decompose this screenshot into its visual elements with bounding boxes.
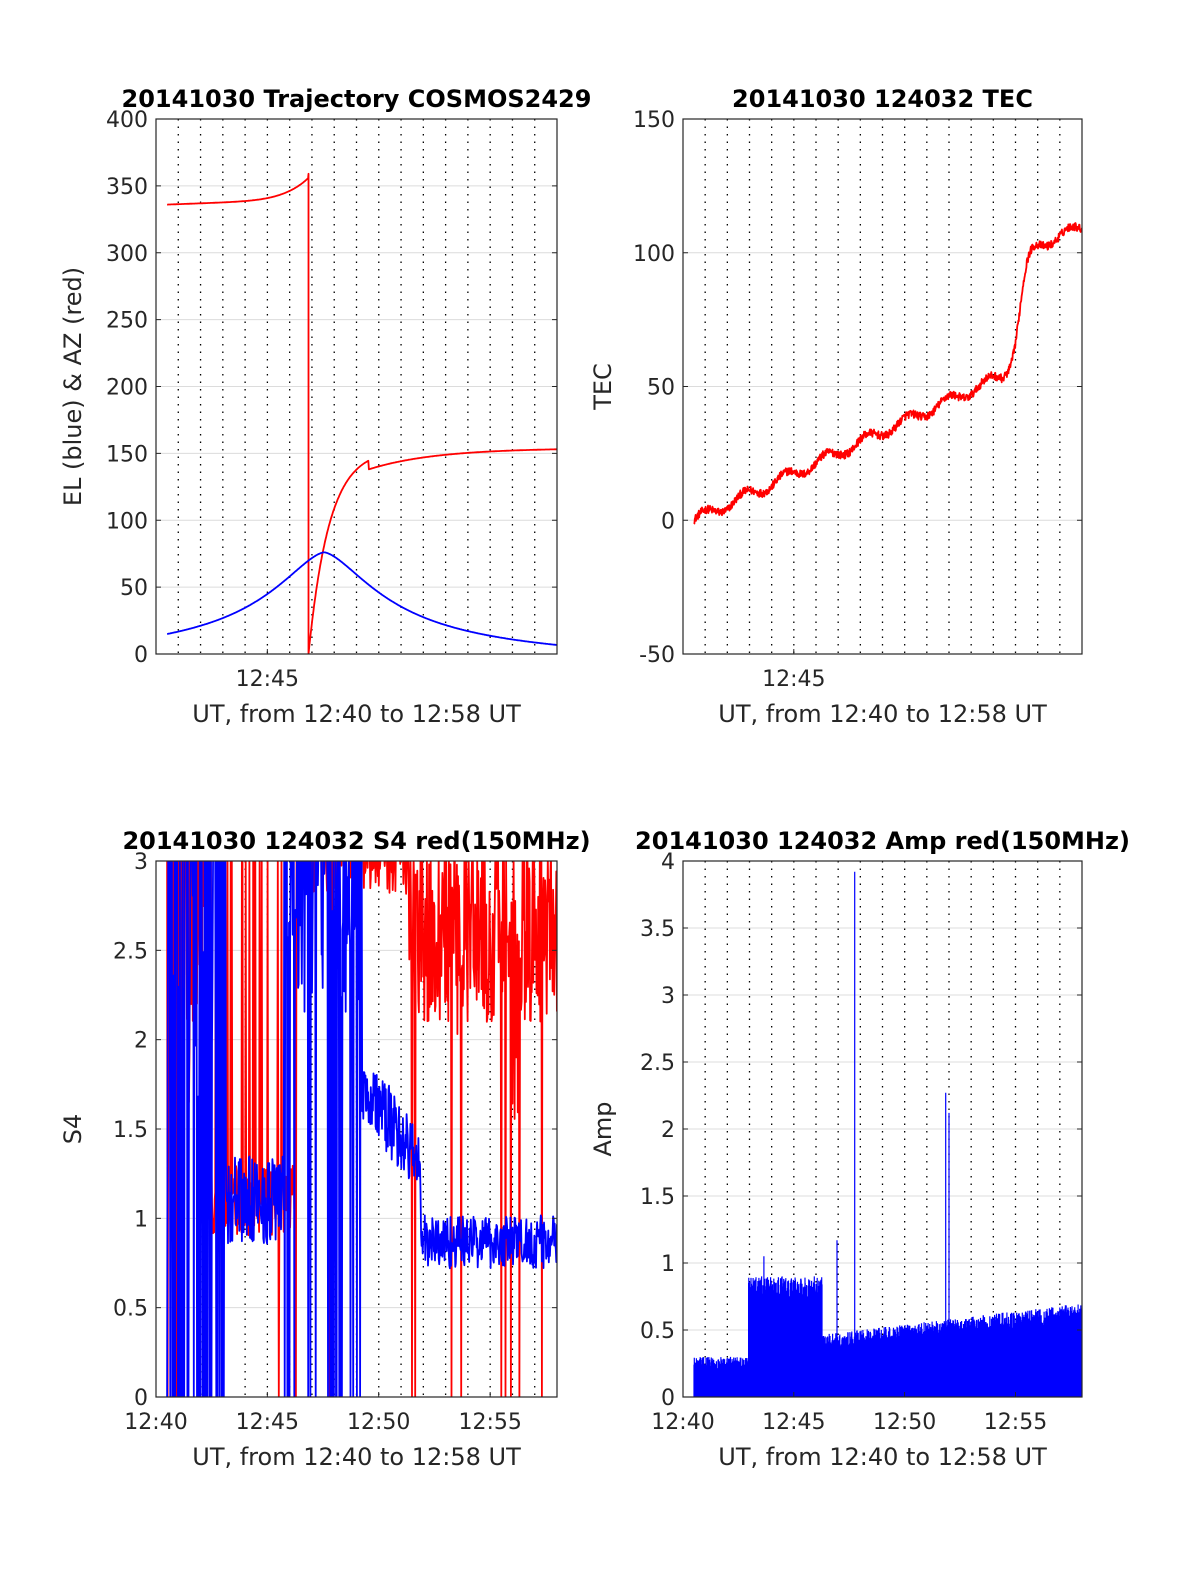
y-tick-label: 1 bbox=[134, 1207, 148, 1232]
x-tick-label: 12:40 bbox=[124, 1410, 187, 1435]
series-s4red bbox=[166, 861, 557, 1397]
chart-title: 20141030 124032 S4 red(150MHz) bbox=[122, 827, 590, 855]
y-tick-label: 4 bbox=[661, 850, 675, 875]
series-group bbox=[693, 871, 1082, 1397]
y-tick-label: 0 bbox=[134, 643, 148, 668]
series-amp bbox=[693, 871, 1082, 1397]
series-group bbox=[166, 861, 557, 1397]
x-tick-label: 12:45 bbox=[236, 667, 299, 692]
y-tick-label: 0 bbox=[661, 509, 675, 534]
x-tick-label: 12:50 bbox=[873, 1410, 936, 1435]
y-tick-label: 0.5 bbox=[640, 1319, 675, 1344]
series-tec bbox=[693, 222, 1082, 525]
x-tick-label: 12:45 bbox=[236, 1410, 299, 1435]
chart-4: 0 0.5 1 1.5 2 2.5 3 3.5 4 12:40 12:45 12:50 12:55 201… bbox=[589, 827, 1130, 1471]
x-axis-label: UT, from 12:40 to 12:58 UT bbox=[718, 1443, 1047, 1471]
y-tick-label: 350 bbox=[106, 175, 148, 200]
series-s4blue bbox=[166, 861, 557, 1397]
y-tick-label: 200 bbox=[106, 376, 148, 401]
chart-title: 20141030 124032 Amp red(150MHz) bbox=[635, 827, 1130, 855]
y-tick-label: -50 bbox=[639, 643, 675, 668]
y-tick-label: 50 bbox=[647, 376, 675, 401]
chart-3: 0 0.5 1 1.5 2 2.5 3 12:40 12:45 12:50 12:55 2014103… bbox=[59, 827, 591, 1471]
x-axis-label: UT, from 12:40 to 12:58 UT bbox=[192, 1443, 521, 1471]
y-tick-label: 2 bbox=[134, 1029, 148, 1054]
x-tick-label: 12:40 bbox=[651, 1410, 714, 1435]
chart-title: 20141030 124032 TEC bbox=[732, 85, 1033, 113]
y-tick-label: 0.5 bbox=[113, 1297, 148, 1322]
y-axis-label: EL (blue) & AZ (red) bbox=[59, 267, 87, 506]
y-tick-label: 50 bbox=[120, 576, 148, 601]
y-tick-label: 3.5 bbox=[640, 917, 675, 942]
y-tick-label: 1.5 bbox=[113, 1118, 148, 1143]
y-tick-label: 0 bbox=[661, 1386, 675, 1411]
y-tick-label: 2 bbox=[661, 1118, 675, 1143]
y-tick-label: 100 bbox=[106, 509, 148, 534]
y-tick-label: 150 bbox=[633, 108, 675, 133]
y-axis-label: TEC bbox=[589, 363, 617, 411]
y-tick-label: 150 bbox=[106, 442, 148, 467]
series-azimuth bbox=[166, 172, 557, 654]
y-axis-label: S4 bbox=[59, 1114, 87, 1145]
chart-1: 0 50 100 150 200 250 300 350 400 12:45 20141030 Tr… bbox=[59, 85, 591, 728]
y-tick-label: 3 bbox=[661, 984, 675, 1009]
series-group bbox=[166, 172, 557, 654]
x-tick-label: 12:50 bbox=[347, 1410, 410, 1435]
y-tick-label: 1.5 bbox=[640, 1185, 675, 1210]
y-tick-label: 250 bbox=[106, 309, 148, 334]
chart-title: 20141030 Trajectory COSMOS2429 bbox=[122, 85, 592, 113]
y-tick-label: 3 bbox=[134, 850, 148, 875]
x-axis-label: UT, from 12:40 to 12:58 UT bbox=[718, 700, 1047, 728]
series-group bbox=[693, 222, 1082, 525]
y-tick-label: 300 bbox=[106, 242, 148, 267]
x-tick-label: 12:55 bbox=[458, 1410, 521, 1435]
y-axis-label: Amp bbox=[589, 1101, 617, 1156]
series-elevation bbox=[166, 551, 557, 646]
y-tick-label: 400 bbox=[106, 108, 148, 133]
x-tick-label: 12:45 bbox=[762, 667, 825, 692]
x-axis-label: UT, from 12:40 to 12:58 UT bbox=[192, 700, 521, 728]
y-tick-label: 100 bbox=[633, 242, 675, 267]
y-tick-label: 0 bbox=[134, 1386, 148, 1411]
y-tick-label: 2.5 bbox=[640, 1051, 675, 1076]
chart-2: -50 0 50 100 150 12:45 20141030 124032 TEC UT, … bbox=[589, 85, 1083, 728]
x-tick-label: 12:55 bbox=[984, 1410, 1047, 1435]
y-tick-label: 1 bbox=[661, 1252, 675, 1277]
x-tick-label: 12:45 bbox=[762, 1410, 825, 1435]
y-tick-label: 2.5 bbox=[113, 939, 148, 964]
